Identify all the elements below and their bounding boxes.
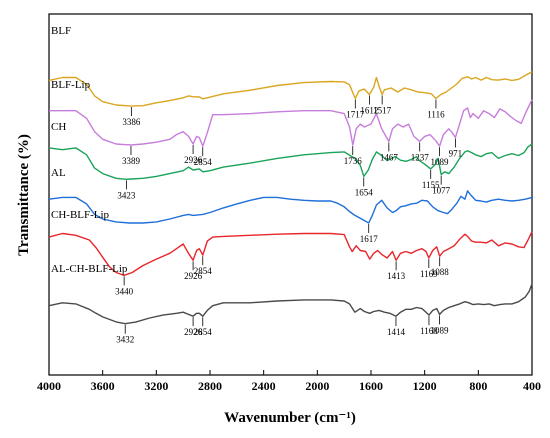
peak-label: 2926 <box>184 327 203 337</box>
series-line-ch-blf-lip <box>48 231 533 277</box>
series-label: AL <box>51 167 66 179</box>
series-label: AL-CH-BLF-Lip <box>51 263 128 275</box>
x-tick-label: 800 <box>469 379 487 393</box>
peak-label: 2854 <box>194 157 213 167</box>
peak-label: 3386 <box>122 117 141 127</box>
peak-label: 3423 <box>117 190 136 200</box>
peak-label: 1654 <box>355 187 374 197</box>
peak-label: 1089 <box>431 325 450 335</box>
peak-label: 1088 <box>431 267 450 277</box>
series-label: BLF-Lip <box>51 79 91 91</box>
peak-label: 1413 <box>387 271 406 281</box>
series-label: CH-BLF-Lip <box>51 209 110 221</box>
peak-label: 1617 <box>360 234 379 244</box>
series-label: CH <box>51 121 66 133</box>
series-line-al-ch-blf-lip <box>48 283 533 325</box>
peak-label: 1517 <box>373 106 392 116</box>
x-axis: 4000 3600 3200 2800 2400 2000 1600 1200 800 400 <box>37 370 541 393</box>
series-line-blf <box>48 71 533 107</box>
series-line-ch <box>48 143 533 180</box>
peak-label: 2854 <box>194 327 213 337</box>
x-axis-title: Wavenumber (cm⁻¹) <box>224 410 356 426</box>
x-tick-label: 2400 <box>252 379 276 393</box>
x-tick-label: 2000 <box>305 379 329 393</box>
x-tick-label: 1600 <box>359 379 383 393</box>
plot-area <box>48 13 533 376</box>
peak-label: 1612 <box>360 106 378 116</box>
y-axis-title: Transmittance (%) <box>16 134 32 256</box>
x-tick-label: 400 <box>523 379 541 393</box>
peak-label: 2926 <box>184 155 203 165</box>
peak-label: 1116 <box>427 109 445 119</box>
series-group <box>48 71 533 325</box>
peak-label: 1736 <box>344 156 363 166</box>
peak-label: 1077 <box>432 186 451 196</box>
peak-label: 1467 <box>380 152 399 162</box>
peak-label: 1155 <box>422 180 440 190</box>
peak-label: 1168 <box>420 326 438 336</box>
x-tick-label: 1200 <box>413 379 437 393</box>
peak-label: 3432 <box>116 335 134 345</box>
series-label: BLF <box>51 25 71 37</box>
peak-label: 3440 <box>115 286 134 296</box>
x-tick-label: 4000 <box>37 379 61 393</box>
series-line-blf-lip <box>49 99 533 147</box>
peak-label: 1717 <box>346 109 365 119</box>
peak-label: 1089 <box>431 157 450 167</box>
peak-label: 1414 <box>387 327 406 337</box>
x-tick-label: 3600 <box>91 379 115 393</box>
x-tick-label: 3200 <box>144 379 168 393</box>
peak-label: 1169 <box>420 269 438 279</box>
peak-label: 3389 <box>122 156 141 166</box>
peak-label: 2854 <box>194 266 213 276</box>
series-line-al <box>48 190 533 224</box>
peak-label: 1237 <box>411 152 430 162</box>
x-tick-label: 2800 <box>198 379 222 393</box>
peak-label: 2926 <box>184 271 203 281</box>
peak-label: 971 <box>449 148 463 158</box>
